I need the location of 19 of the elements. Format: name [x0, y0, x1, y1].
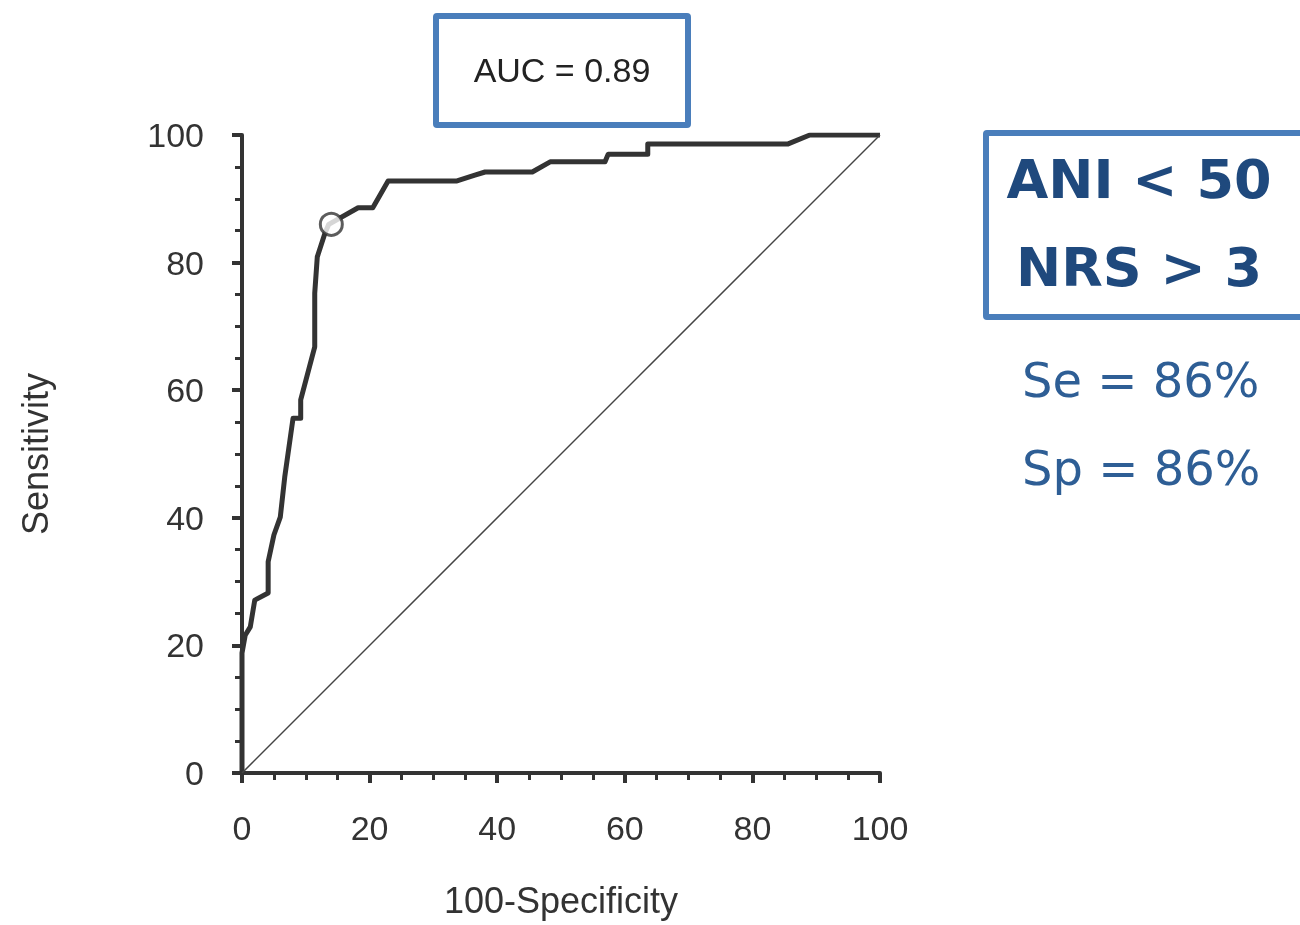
- y-axis-title: Sensitivity: [14, 372, 56, 536]
- y-tick-label: 20: [166, 626, 204, 665]
- x-tick-label: 40: [478, 809, 517, 847]
- y-tick-label: 100: [147, 116, 204, 154]
- text: Sp = 86%: [1022, 440, 1261, 496]
- x-tick-label: 100: [851, 809, 909, 847]
- y-tick-label: 40: [166, 498, 204, 537]
- y-tick-label: 80: [166, 243, 204, 282]
- x-tick-label: 60: [605, 809, 644, 847]
- x-tick-label: 20: [350, 809, 389, 847]
- y-tick-label: 60: [166, 371, 204, 410]
- chart-title: AUC = 0.89: [433, 13, 691, 128]
- text: Se = 86%: [1022, 352, 1260, 408]
- text: ANI < 50: [1005, 148, 1273, 211]
- x-axis-title: 100-Specificity: [443, 879, 679, 921]
- x-tick-label: 0: [232, 809, 252, 847]
- x-tick-label: 80: [733, 809, 772, 847]
- y-tick-label: 0: [185, 754, 204, 792]
- text: NRS > 3: [1014, 236, 1264, 299]
